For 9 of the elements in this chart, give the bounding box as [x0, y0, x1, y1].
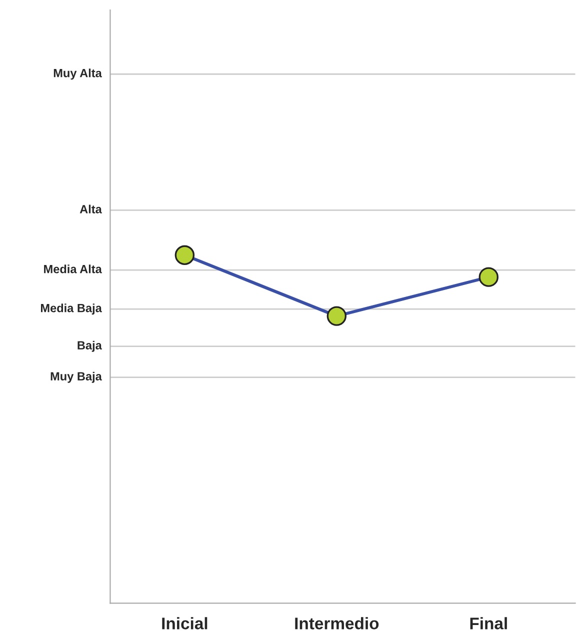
- ref-line-label: Alta: [80, 204, 102, 214]
- x-tick-label: Intermedio: [295, 617, 379, 630]
- ref-line-label: Muy Alta: [54, 68, 102, 80]
- ref-line-label: Media Alta: [44, 264, 102, 274]
- x-tick-label: Final: [470, 617, 507, 630]
- ref-line-label: Baja: [78, 340, 102, 352]
- ref-line-label: Muy Baja: [50, 372, 102, 383]
- ref-line-label: Media Baja: [40, 304, 102, 315]
- x-tick-label: Inicial: [162, 617, 208, 630]
